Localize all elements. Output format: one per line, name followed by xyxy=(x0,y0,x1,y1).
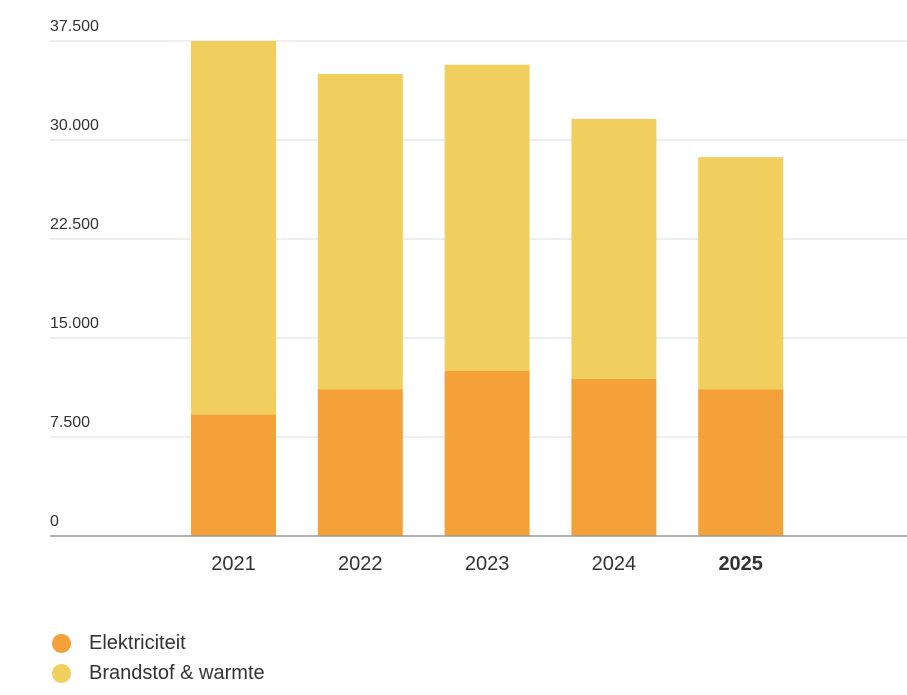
y-tick-label: 15.000 xyxy=(50,315,99,332)
bar-brandstof-warmte-2025[interactable] xyxy=(698,157,784,390)
bar-brandstof-warmte-2023[interactable] xyxy=(444,64,530,371)
legend-swatch-elektriciteit xyxy=(52,633,71,653)
y-tick-label: 37.500 xyxy=(50,18,99,35)
legend-swatch-brandstof-warmte xyxy=(52,663,71,683)
bar-elektriciteit-2021[interactable] xyxy=(191,414,276,536)
legend-item-elektriciteit[interactable]: Elektriciteit xyxy=(52,628,265,658)
x-category-label-2024: 2024 xyxy=(592,553,637,575)
bar-elektriciteit-2022[interactable] xyxy=(317,389,403,536)
bars xyxy=(191,41,784,536)
legend: Elektriciteit Brandstof & warmte xyxy=(52,628,265,688)
x-category-label-2023: 2023 xyxy=(465,553,510,575)
bar-brandstof-warmte-2021[interactable] xyxy=(191,41,276,415)
bar-brandstof-warmte-2024[interactable] xyxy=(571,118,657,379)
y-tick-label: 7.500 xyxy=(50,414,90,431)
bar-elektriciteit-2023[interactable] xyxy=(444,371,530,536)
x-category-label-2025: 2025 xyxy=(718,553,763,575)
legend-label-brandstof-warmte: Brandstof & warmte xyxy=(89,661,265,684)
x-axis-category-labels: 2021 2022 2023 2024 2025 xyxy=(211,553,763,575)
x-category-label-2022: 2022 xyxy=(338,553,383,575)
legend-item-brandstof-warmte[interactable]: Brandstof & warmte xyxy=(52,658,265,688)
y-axis-tick-labels: 0 7.500 15.000 22.500 30.000 37.500 xyxy=(50,18,99,530)
x-category-label-2021: 2021 xyxy=(211,553,256,575)
bar-elektriciteit-2025[interactable] xyxy=(698,389,784,536)
y-tick-label: 22.500 xyxy=(50,216,99,233)
legend-label-elektriciteit: Elektriciteit xyxy=(89,631,186,654)
y-tick-label: 0 xyxy=(50,513,59,530)
bar-brandstof-warmte-2022[interactable] xyxy=(317,74,403,390)
y-tick-label: 30.000 xyxy=(50,117,99,134)
bar-elektriciteit-2024[interactable] xyxy=(571,378,657,536)
